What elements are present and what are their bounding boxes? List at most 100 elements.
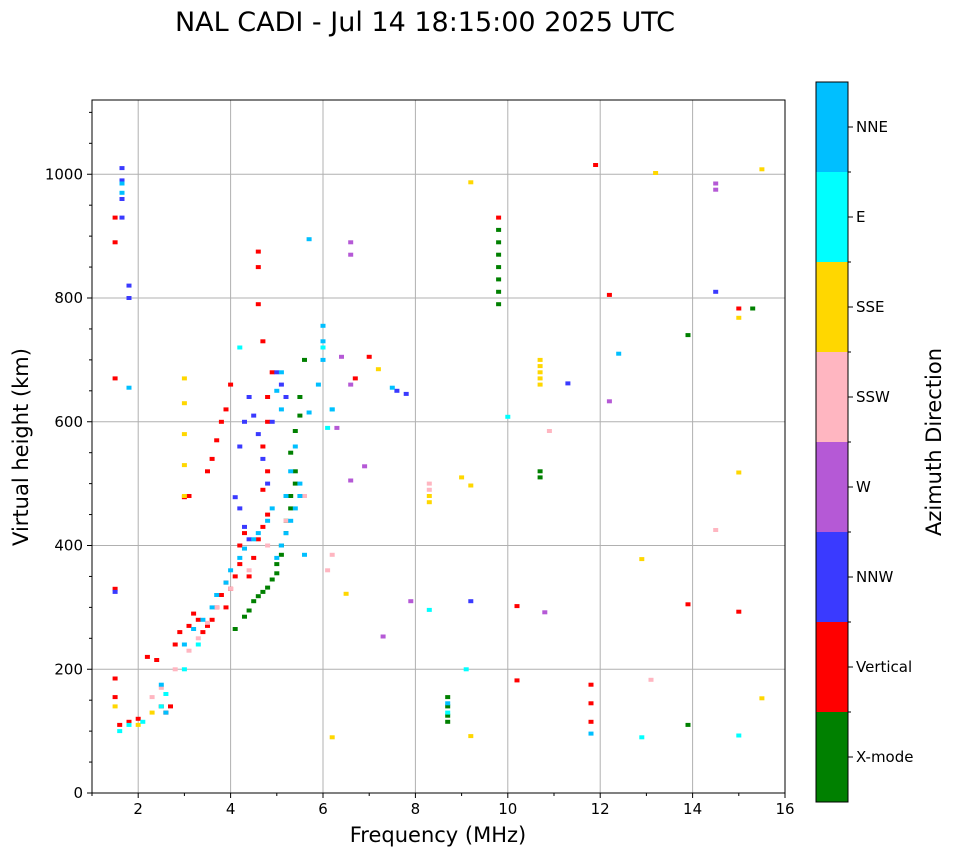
x-tick-label: 16 — [775, 800, 794, 818]
data-point — [736, 470, 742, 475]
data-point — [112, 215, 118, 220]
colorbar-segment — [816, 532, 848, 622]
data-point — [237, 345, 243, 350]
data-point — [181, 432, 187, 437]
data-point — [265, 469, 271, 474]
data-point — [172, 667, 178, 672]
data-point — [514, 678, 520, 683]
data-point — [158, 682, 164, 687]
axis-ticks: 2 4 6 8 10 12 14 16 0 200 400 600 800 1000 — [45, 111, 795, 818]
data-point — [459, 475, 465, 480]
data-point — [274, 388, 280, 393]
data-point — [195, 642, 201, 647]
data-point — [200, 630, 206, 635]
data-point — [126, 719, 132, 724]
data-point — [140, 719, 146, 724]
series-sse — [112, 167, 765, 740]
data-point — [639, 557, 645, 562]
data-point — [320, 323, 326, 328]
series-e — [117, 345, 742, 740]
data-point — [181, 376, 187, 381]
data-point — [126, 385, 132, 390]
colorbar-segment — [816, 262, 848, 352]
data-point — [112, 589, 118, 594]
data-point — [265, 543, 271, 548]
data-point — [177, 630, 183, 635]
data-point — [112, 695, 118, 700]
data-point — [463, 667, 469, 672]
data-point — [588, 719, 594, 724]
data-point — [117, 729, 123, 734]
data-point — [713, 187, 719, 192]
data-point — [408, 599, 414, 604]
data-point — [135, 716, 141, 721]
data-point — [205, 469, 210, 474]
data-point — [283, 395, 289, 399]
data-point — [468, 180, 474, 185]
data-point — [348, 240, 354, 245]
x-tick-label: 8 — [411, 800, 421, 818]
data-point — [251, 413, 257, 418]
data-point — [126, 296, 132, 300]
data-point — [163, 692, 169, 696]
data-point — [468, 483, 474, 488]
data-point — [325, 568, 331, 573]
data-point — [255, 537, 261, 542]
data-point — [117, 722, 123, 727]
x-tick-label: 2 — [133, 800, 143, 818]
data-point — [112, 704, 118, 709]
data-point — [158, 704, 164, 709]
data-point — [320, 339, 326, 344]
data-point — [191, 627, 197, 631]
x-tick-label: 4 — [226, 800, 236, 818]
data-point — [251, 599, 257, 604]
data-point — [232, 574, 238, 579]
data-point — [209, 456, 215, 461]
chart-title: NAL CADI - Jul 14 18:15:00 2025 UTC — [175, 7, 675, 38]
data-point — [362, 464, 368, 469]
data-point — [112, 586, 118, 591]
data-point — [223, 605, 229, 610]
data-point — [546, 429, 552, 433]
data-point — [320, 357, 326, 362]
data-point — [606, 292, 612, 297]
y-tick-label: 1000 — [45, 165, 83, 183]
data-point — [228, 382, 234, 387]
data-point — [288, 518, 294, 523]
data-point — [200, 617, 206, 622]
data-point — [255, 302, 261, 307]
y-tick-label: 800 — [54, 289, 83, 307]
plot-background — [92, 100, 785, 793]
data-point — [163, 710, 169, 715]
data-point — [255, 265, 261, 270]
data-point — [426, 487, 432, 492]
data-point — [292, 469, 298, 474]
data-point — [334, 425, 340, 430]
data-point — [685, 602, 691, 607]
data-point — [343, 591, 349, 596]
data-point — [542, 610, 548, 615]
data-point — [269, 577, 275, 582]
data-point — [292, 506, 298, 511]
x-tick-label: 14 — [683, 800, 702, 818]
series-w — [334, 181, 719, 639]
data-point — [352, 376, 358, 381]
data-point — [214, 438, 220, 443]
data-point — [186, 494, 192, 498]
series-nne — [119, 181, 622, 736]
data-point — [209, 617, 215, 622]
data-point — [348, 252, 354, 257]
data-point — [269, 419, 275, 424]
data-point — [648, 677, 654, 682]
data-point — [158, 685, 164, 690]
data-point — [468, 599, 474, 604]
data-point — [260, 456, 266, 461]
data-point — [119, 178, 125, 183]
data-point — [278, 382, 284, 387]
y-tick-label: 200 — [54, 660, 83, 678]
data-point — [445, 719, 451, 724]
data-point — [288, 450, 294, 455]
data-point — [186, 623, 192, 628]
data-point — [144, 654, 150, 659]
data-point — [537, 382, 543, 387]
